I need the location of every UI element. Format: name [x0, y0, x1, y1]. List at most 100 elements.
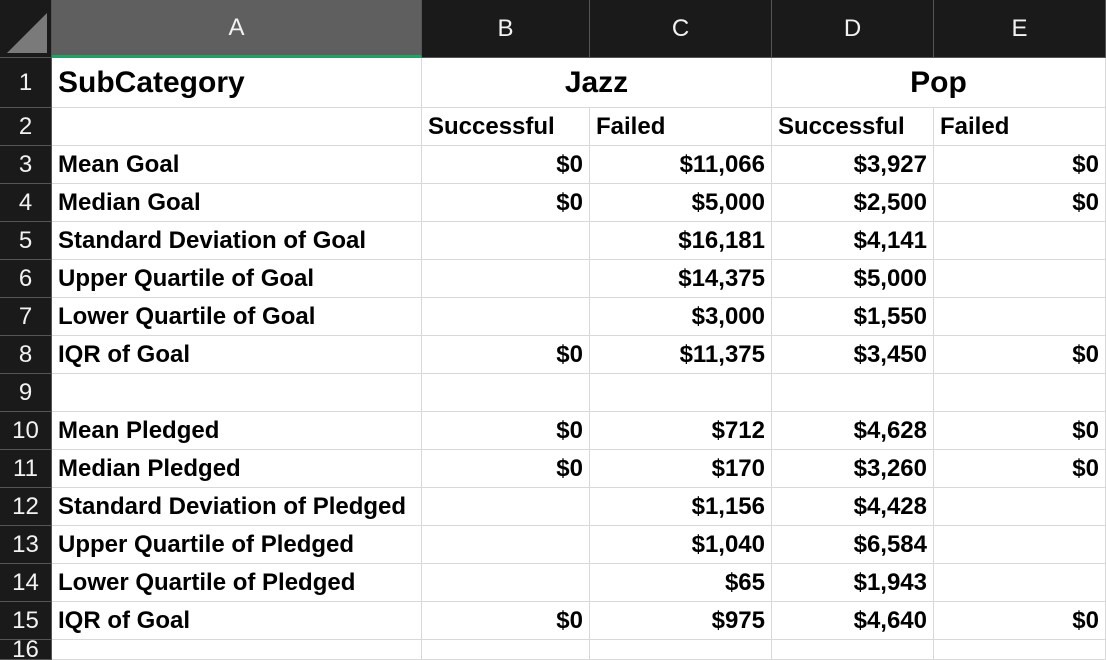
cell-a10-label[interactable]: Mean Pledged — [52, 412, 422, 450]
cell-d11[interactable]: $3,260 — [772, 450, 934, 488]
cell-c16[interactable] — [590, 640, 772, 660]
cell-b2-subheader[interactable]: Successful — [422, 108, 590, 146]
cell-e4[interactable]: $0 — [934, 184, 1106, 222]
cell-d6[interactable]: $5,000 — [772, 260, 934, 298]
cell-b8[interactable]: $0 — [422, 336, 590, 374]
cell-b12[interactable] — [422, 488, 590, 526]
cell-a3-label[interactable]: Mean Goal — [52, 146, 422, 184]
cell-e16[interactable] — [934, 640, 1106, 660]
row-header-10[interactable]: 10 — [0, 412, 52, 450]
cell-d1-group-pop[interactable]: Pop — [772, 58, 1106, 108]
cell-b15[interactable]: $0 — [422, 602, 590, 640]
cell-c4[interactable]: $5,000 — [590, 184, 772, 222]
cell-e15[interactable]: $0 — [934, 602, 1106, 640]
column-header-a[interactable]: A — [52, 0, 422, 58]
cell-d10[interactable]: $4,628 — [772, 412, 934, 450]
row-header-14[interactable]: 14 — [0, 564, 52, 602]
cell-d9[interactable] — [772, 374, 934, 412]
cell-c8[interactable]: $11,375 — [590, 336, 772, 374]
cell-a12-label[interactable]: Standard Deviation of Pledged — [52, 488, 422, 526]
cell-c15[interactable]: $975 — [590, 602, 772, 640]
cell-b10[interactable]: $0 — [422, 412, 590, 450]
cell-a6-label[interactable]: Upper Quartile of Goal — [52, 260, 422, 298]
row-header-3[interactable]: 3 — [0, 146, 52, 184]
row-header-9[interactable]: 9 — [0, 374, 52, 412]
cell-b6[interactable] — [422, 260, 590, 298]
cell-e11[interactable]: $0 — [934, 450, 1106, 488]
cell-d14[interactable]: $1,943 — [772, 564, 934, 602]
cell-b3[interactable]: $0 — [422, 146, 590, 184]
cell-e5[interactable] — [934, 222, 1106, 260]
cell-a7-label[interactable]: Lower Quartile of Goal — [52, 298, 422, 336]
row-header-12[interactable]: 12 — [0, 488, 52, 526]
cell-b1-group-jazz[interactable]: Jazz — [422, 58, 772, 108]
row-header-16[interactable]: 16 — [0, 640, 52, 660]
cell-e7[interactable] — [934, 298, 1106, 336]
cell-a2[interactable] — [52, 108, 422, 146]
cell-a8-label[interactable]: IQR of Goal — [52, 336, 422, 374]
cell-c12[interactable]: $1,156 — [590, 488, 772, 526]
cell-a5-label[interactable]: Standard Deviation of Goal — [52, 222, 422, 260]
cell-e12[interactable] — [934, 488, 1106, 526]
cell-c11[interactable]: $170 — [590, 450, 772, 488]
cell-b14[interactable] — [422, 564, 590, 602]
cell-d12[interactable]: $4,428 — [772, 488, 934, 526]
cell-e6[interactable] — [934, 260, 1106, 298]
cell-b9[interactable] — [422, 374, 590, 412]
cell-c9[interactable] — [590, 374, 772, 412]
row-header-7[interactable]: 7 — [0, 298, 52, 336]
cell-d15[interactable]: $4,640 — [772, 602, 934, 640]
cell-b5[interactable] — [422, 222, 590, 260]
cell-d16[interactable] — [772, 640, 934, 660]
column-header-d[interactable]: D — [772, 0, 934, 58]
cell-e8[interactable]: $0 — [934, 336, 1106, 374]
select-all-corner[interactable] — [0, 0, 52, 58]
cell-d8[interactable]: $3,450 — [772, 336, 934, 374]
cell-d5[interactable]: $4,141 — [772, 222, 934, 260]
cell-c13[interactable]: $1,040 — [590, 526, 772, 564]
cell-e10[interactable]: $0 — [934, 412, 1106, 450]
cell-d13[interactable]: $6,584 — [772, 526, 934, 564]
cell-a14-label[interactable]: Lower Quartile of Pledged — [52, 564, 422, 602]
cell-e2-subheader[interactable]: Failed — [934, 108, 1106, 146]
cell-b7[interactable] — [422, 298, 590, 336]
cell-a16[interactable] — [52, 640, 422, 660]
cell-b13[interactable] — [422, 526, 590, 564]
cell-a1-title[interactable]: SubCategory — [52, 58, 422, 108]
cell-e13[interactable] — [934, 526, 1106, 564]
cell-d2-subheader[interactable]: Successful — [772, 108, 934, 146]
cell-e14[interactable] — [934, 564, 1106, 602]
row-header-11[interactable]: 11 — [0, 450, 52, 488]
cell-c3[interactable]: $11,066 — [590, 146, 772, 184]
cell-a13-label[interactable]: Upper Quartile of Pledged — [52, 526, 422, 564]
row-header-4[interactable]: 4 — [0, 184, 52, 222]
cell-a15-label[interactable]: IQR of Goal — [52, 602, 422, 640]
cell-a4-label[interactable]: Median Goal — [52, 184, 422, 222]
cell-e9[interactable] — [934, 374, 1106, 412]
cell-c14[interactable]: $65 — [590, 564, 772, 602]
cell-b11[interactable]: $0 — [422, 450, 590, 488]
cell-b4[interactable]: $0 — [422, 184, 590, 222]
cell-c7[interactable]: $3,000 — [590, 298, 772, 336]
cell-c5[interactable]: $16,181 — [590, 222, 772, 260]
row-header-8[interactable]: 8 — [0, 336, 52, 374]
cell-c2-subheader[interactable]: Failed — [590, 108, 772, 146]
column-header-c[interactable]: C — [590, 0, 772, 58]
cell-c10[interactable]: $712 — [590, 412, 772, 450]
row-header-13[interactable]: 13 — [0, 526, 52, 564]
cell-a11-label[interactable]: Median Pledged — [52, 450, 422, 488]
cell-d4[interactable]: $2,500 — [772, 184, 934, 222]
cell-e3[interactable]: $0 — [934, 146, 1106, 184]
column-header-b[interactable]: B — [422, 0, 590, 58]
row-header-5[interactable]: 5 — [0, 222, 52, 260]
row-header-2[interactable]: 2 — [0, 108, 52, 146]
row-header-1[interactable]: 1 — [0, 58, 52, 108]
row-header-6[interactable]: 6 — [0, 260, 52, 298]
cell-d7[interactable]: $1,550 — [772, 298, 934, 336]
cell-c6[interactable]: $14,375 — [590, 260, 772, 298]
cell-a9-label[interactable] — [52, 374, 422, 412]
cell-b16[interactable] — [422, 640, 590, 660]
cell-d3[interactable]: $3,927 — [772, 146, 934, 184]
row-header-15[interactable]: 15 — [0, 602, 52, 640]
column-header-e[interactable]: E — [934, 0, 1106, 58]
